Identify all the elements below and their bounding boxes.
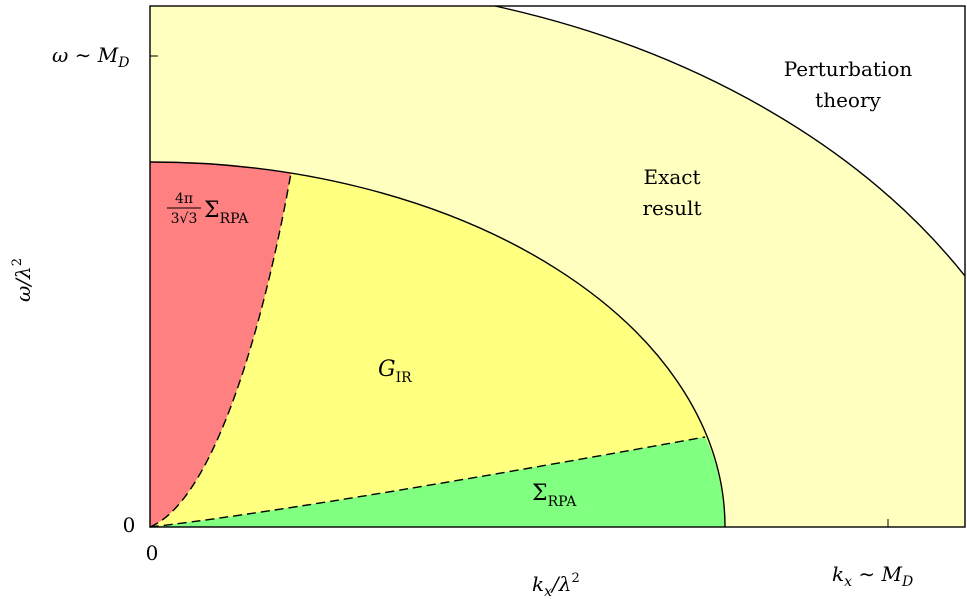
perturbation-label-line1: Perturbation xyxy=(784,57,913,81)
y-axis-label: ω/λ2 xyxy=(10,258,35,302)
sigma-rpa-scaled-label: ΣRPA xyxy=(204,198,249,227)
x-origin-label: 0 xyxy=(146,541,159,565)
g-ir-label: GIR xyxy=(378,357,412,386)
sigma-rpa-boundary xyxy=(149,436,706,528)
x-axis-label: kx/λ2 xyxy=(532,571,580,599)
exact-boundary xyxy=(149,161,726,528)
sigma-rpa-scaled-numerator: 4π xyxy=(175,191,193,207)
perturbation-boundary xyxy=(494,5,966,277)
g-ir-region xyxy=(150,162,725,527)
sigma-rpa-label: ΣRPA xyxy=(532,481,577,510)
sigma-rpa-scaled-region xyxy=(150,161,291,527)
sigma-rpa-scaled-boundary xyxy=(149,172,292,528)
x-tick-label: kx ∼ MD xyxy=(832,562,913,590)
exact-label-line1: Exact xyxy=(643,165,700,189)
sigma-rpa-scaled-denominator: 3√3 xyxy=(171,211,198,227)
perturbation-label-line2: theory xyxy=(815,88,881,112)
y-tick-label: ω ∼ MD xyxy=(52,43,130,71)
y-origin-label: 0 xyxy=(123,513,136,537)
exact-label-line2: result xyxy=(643,196,702,220)
plot-frame xyxy=(149,5,966,528)
